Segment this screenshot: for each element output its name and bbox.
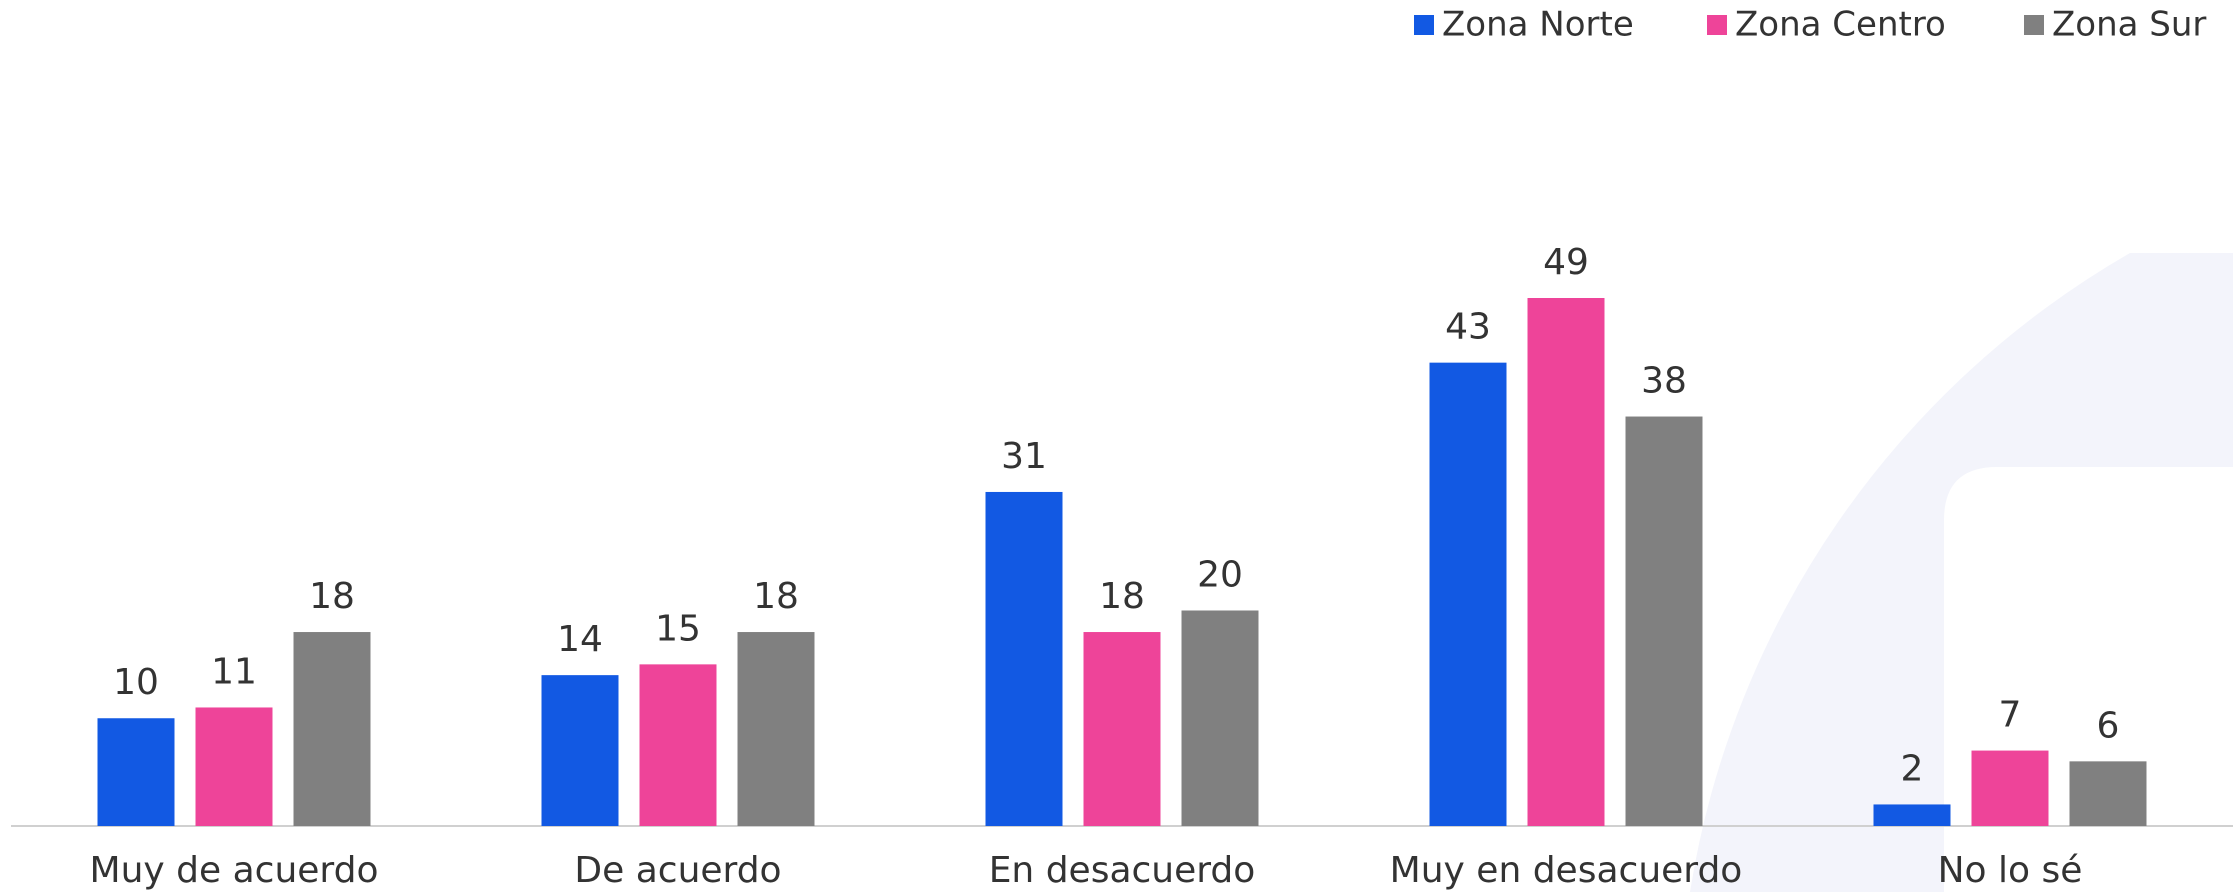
bar bbox=[985, 491, 1063, 826]
data-label: 18 bbox=[309, 576, 355, 617]
data-label: 31 bbox=[1001, 436, 1047, 477]
bar bbox=[2069, 761, 2147, 826]
bar bbox=[639, 664, 717, 826]
legend-label: Zona Centro bbox=[1735, 5, 1946, 45]
x-tick-label: Muy de acuerdo bbox=[90, 850, 379, 891]
data-label: 18 bbox=[1099, 576, 1145, 617]
data-label: 38 bbox=[1641, 361, 1687, 402]
bar bbox=[97, 718, 175, 826]
legend-swatch bbox=[2024, 15, 2044, 35]
background-decoration bbox=[1690, 253, 2233, 892]
data-label: 18 bbox=[753, 576, 799, 617]
data-label: 10 bbox=[113, 662, 159, 703]
legend-label: Zona Sur bbox=[2052, 5, 2206, 45]
data-label: 14 bbox=[557, 619, 603, 660]
x-tick-label: De acuerdo bbox=[574, 850, 781, 891]
x-tick-label: En desacuerdo bbox=[989, 850, 1256, 891]
data-label: 7 bbox=[1999, 695, 2022, 736]
bar bbox=[737, 632, 815, 826]
bar bbox=[1429, 362, 1507, 826]
bar bbox=[195, 707, 273, 826]
legend-swatch bbox=[1414, 15, 1434, 35]
bar bbox=[1971, 750, 2049, 826]
legend-label: Zona Norte bbox=[1442, 5, 1634, 45]
data-label: 15 bbox=[655, 608, 701, 649]
x-tick-label: No lo sé bbox=[1938, 850, 2083, 891]
data-label: 20 bbox=[1197, 554, 1243, 595]
bar bbox=[1625, 416, 1703, 826]
bar bbox=[1083, 632, 1161, 826]
data-label: 43 bbox=[1445, 307, 1491, 348]
bar bbox=[1873, 804, 1951, 826]
legend-swatch bbox=[1707, 15, 1727, 35]
bar bbox=[541, 675, 619, 826]
data-label: 11 bbox=[211, 651, 257, 692]
bar bbox=[293, 632, 371, 826]
data-label: 6 bbox=[2097, 705, 2120, 746]
data-label: 49 bbox=[1543, 242, 1589, 283]
bar bbox=[1181, 610, 1259, 826]
x-tick-label: Muy en desacuerdo bbox=[1390, 850, 1743, 891]
bar bbox=[1527, 298, 1605, 826]
data-label: 2 bbox=[1901, 748, 1924, 789]
